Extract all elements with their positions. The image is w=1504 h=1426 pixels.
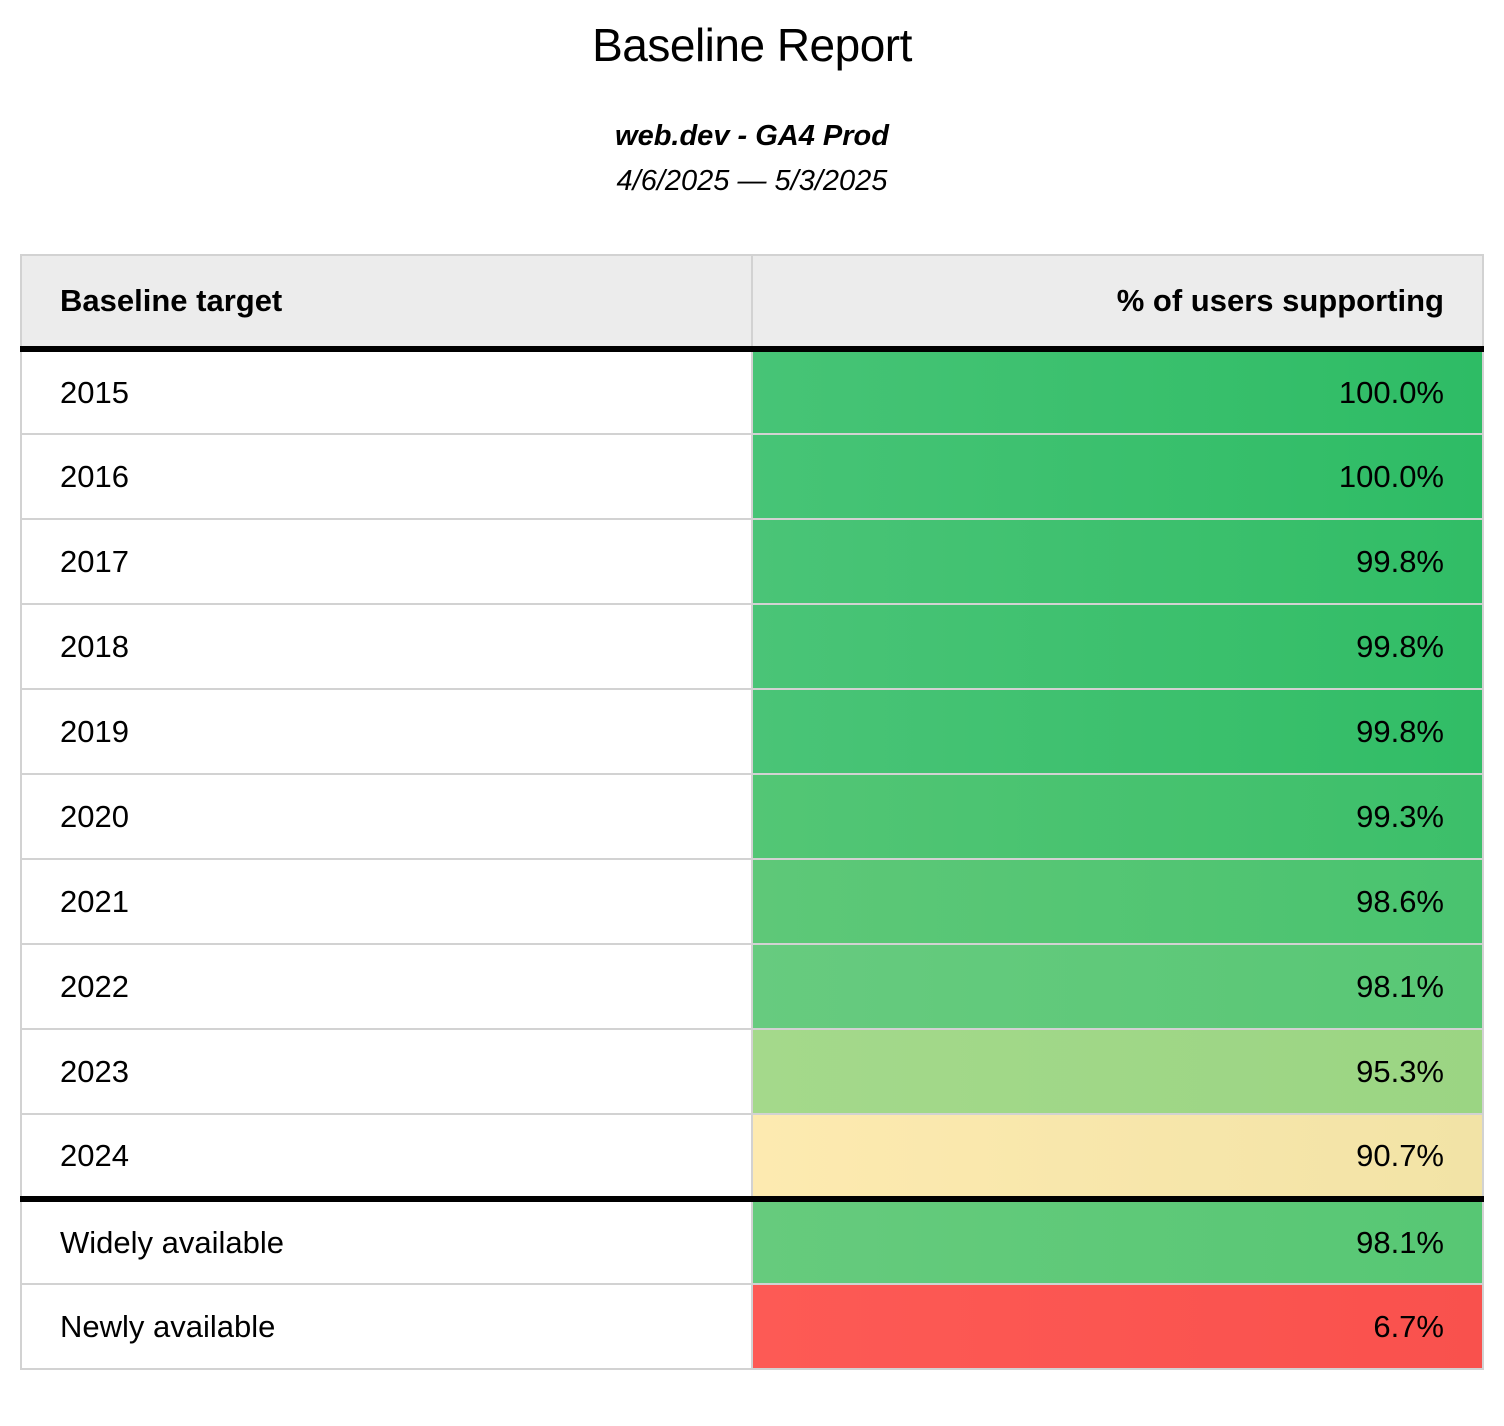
report-property-name: web.dev - GA4 Prod xyxy=(615,120,889,152)
table-row: Widely available 98.1% xyxy=(20,1196,1484,1285)
baseline-table: Baseline target % of users supporting 20… xyxy=(20,254,1484,1370)
baseline-target-cell: 2017 xyxy=(20,518,753,605)
baseline-target-cell: 2020 xyxy=(20,773,753,860)
baseline-target-cell: Newly available xyxy=(20,1283,753,1370)
table-row: 2021 98.6% xyxy=(20,858,1484,945)
table-row: 2019 99.8% xyxy=(20,688,1484,775)
percent-value-cell: 99.8% xyxy=(751,518,1484,605)
baseline-target-cell: 2018 xyxy=(20,603,753,690)
percent-value-cell: 99.8% xyxy=(751,688,1484,775)
percent-value-cell: 98.1% xyxy=(751,1196,1484,1285)
table-row: Newly available 6.7% xyxy=(20,1283,1484,1370)
baseline-target-cell: 2022 xyxy=(20,943,753,1030)
table-row: 2015 100.0% xyxy=(20,348,1484,435)
table-row: 2018 99.8% xyxy=(20,603,1484,690)
percent-value-cell: 100.0% xyxy=(751,348,1484,435)
percent-value-cell: 98.6% xyxy=(751,858,1484,945)
table-row: 2022 98.1% xyxy=(20,943,1484,1030)
table-row: 2023 95.3% xyxy=(20,1028,1484,1115)
table-body: 2015 100.0% 2016 100.0% 2017 99.8% 2018 … xyxy=(20,348,1484,1370)
percent-value-cell: 98.1% xyxy=(751,943,1484,1030)
baseline-target-cell: 2023 xyxy=(20,1028,753,1115)
percent-value-cell: 90.7% xyxy=(751,1113,1484,1200)
table-row: 2017 99.8% xyxy=(20,518,1484,605)
percent-value-cell: 99.8% xyxy=(751,603,1484,690)
baseline-target-cell: 2024 xyxy=(20,1113,753,1200)
column-header-percent-users-supporting: % of users supporting xyxy=(751,254,1484,352)
percent-value-cell: 99.3% xyxy=(751,773,1484,860)
column-header-baseline-target: Baseline target xyxy=(20,254,753,352)
baseline-target-cell: 2019 xyxy=(20,688,753,775)
percent-value-cell: 100.0% xyxy=(751,433,1484,520)
table-row: 2024 90.7% xyxy=(20,1113,1484,1200)
table-row: 2016 100.0% xyxy=(20,433,1484,520)
percent-value-cell: 6.7% xyxy=(751,1283,1484,1370)
baseline-target-cell: 2021 xyxy=(20,858,753,945)
report-date-range: 4/6/2025 — 5/3/2025 xyxy=(616,165,888,197)
table-row: 2020 99.3% xyxy=(20,773,1484,860)
baseline-target-cell: 2015 xyxy=(20,348,753,435)
baseline-target-cell: 2016 xyxy=(20,433,753,520)
table-header-row: Baseline target % of users supporting xyxy=(20,254,1484,352)
page-title: Baseline Report xyxy=(592,19,912,71)
baseline-report-page: Baseline Report web.dev - GA4 Prod 4/6/2… xyxy=(20,19,1484,1370)
percent-value-cell: 95.3% xyxy=(751,1028,1484,1115)
baseline-target-cell: Widely available xyxy=(20,1196,753,1285)
